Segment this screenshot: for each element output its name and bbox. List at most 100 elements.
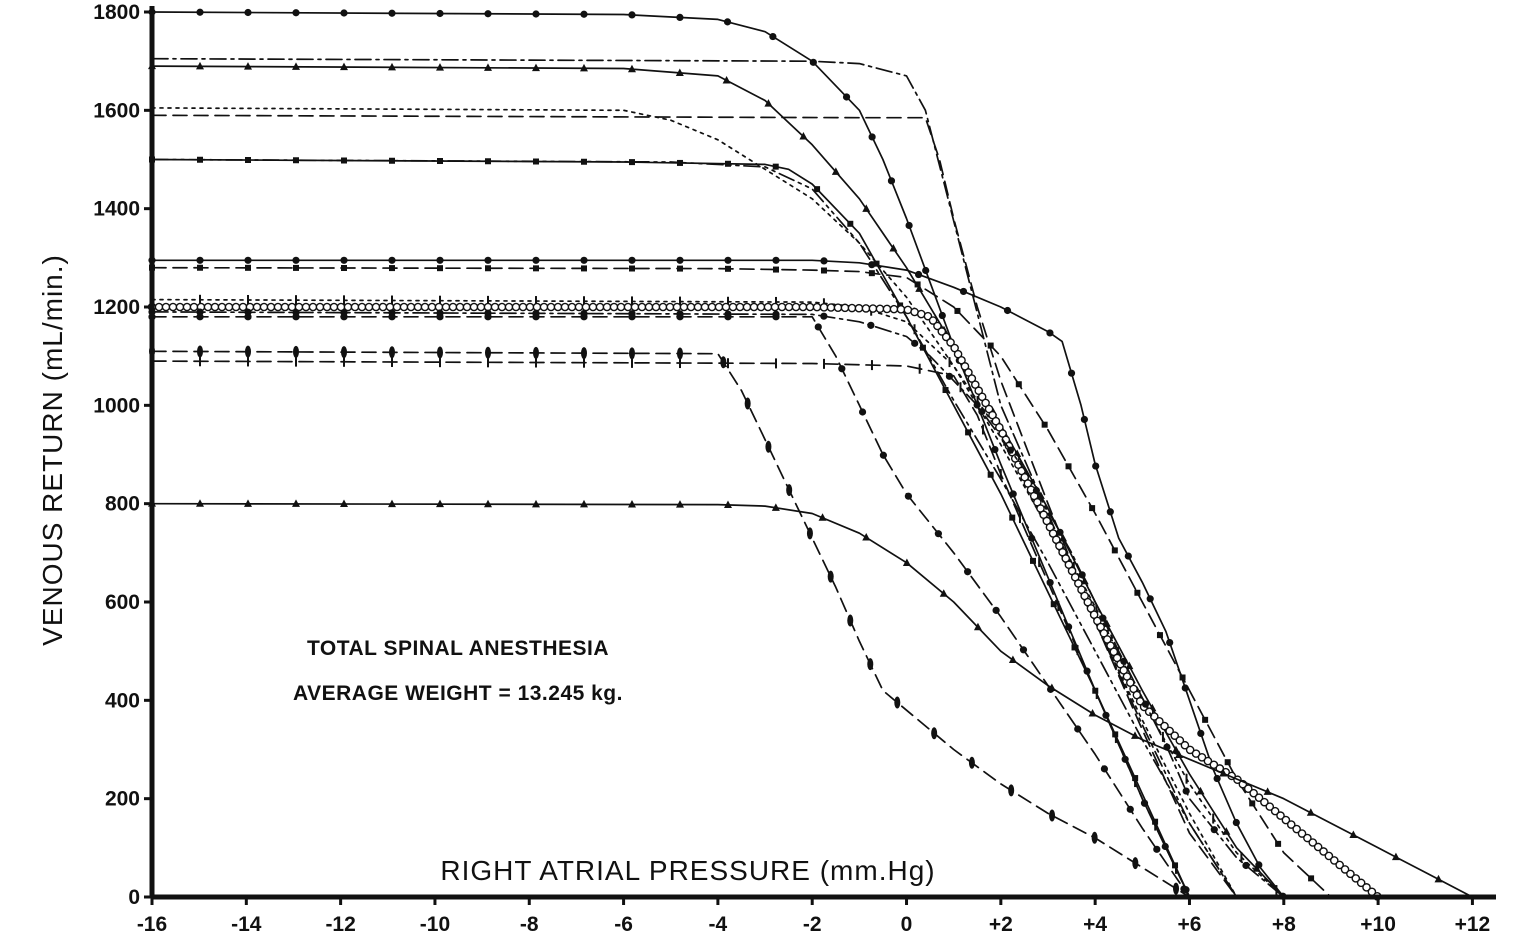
series-marker bbox=[161, 302, 171, 312]
series-marker bbox=[968, 756, 975, 769]
series-marker bbox=[1335, 860, 1344, 870]
series-marker bbox=[1196, 786, 1205, 795]
series-marker bbox=[915, 284, 924, 292]
series-marker bbox=[1276, 811, 1285, 820]
series-marker bbox=[1306, 808, 1315, 816]
series-marker bbox=[1160, 721, 1169, 731]
series-marker bbox=[847, 614, 854, 627]
series-marker bbox=[959, 287, 968, 296]
series-marker bbox=[627, 64, 636, 73]
y-tick-label: 1200 bbox=[93, 296, 140, 319]
series-marker bbox=[483, 302, 493, 312]
series-marker bbox=[387, 62, 396, 71]
series-marker bbox=[154, 302, 164, 312]
series-marker bbox=[772, 266, 779, 273]
series-marker bbox=[628, 347, 635, 360]
series-marker bbox=[532, 10, 540, 18]
series-marker bbox=[868, 133, 876, 141]
series-line bbox=[151, 298, 1285, 898]
series-marker bbox=[623, 302, 633, 312]
series-marker bbox=[388, 265, 395, 272]
y-axis-title: VENOUS RETURN (mL/min.) bbox=[37, 254, 68, 646]
series-marker bbox=[820, 312, 828, 320]
series-marker bbox=[1065, 463, 1072, 470]
series-marker bbox=[602, 302, 612, 312]
series-marker bbox=[1313, 842, 1323, 852]
series-marker bbox=[1434, 874, 1443, 883]
series-marker bbox=[1324, 851, 1334, 861]
series-marker bbox=[873, 260, 880, 267]
series-13 bbox=[149, 345, 1191, 898]
series-marker bbox=[315, 302, 325, 312]
series-marker bbox=[818, 513, 827, 521]
y-tick-label: 800 bbox=[105, 493, 140, 516]
series-0 bbox=[148, 8, 1191, 898]
series-marker bbox=[742, 302, 752, 312]
series-marker bbox=[992, 606, 1000, 614]
series-marker bbox=[1243, 784, 1253, 793]
series-marker bbox=[1319, 847, 1328, 856]
series-marker bbox=[867, 658, 874, 671]
series-marker bbox=[1047, 683, 1056, 692]
series-marker bbox=[1120, 657, 1128, 665]
series-marker bbox=[1134, 589, 1141, 596]
series-marker bbox=[196, 256, 204, 264]
series-marker bbox=[1265, 802, 1275, 811]
series-marker bbox=[831, 167, 840, 175]
series-line bbox=[151, 11, 1191, 898]
series-marker bbox=[484, 265, 491, 272]
series-marker bbox=[724, 265, 731, 272]
x-tick-label: -2 bbox=[803, 913, 822, 936]
series-marker bbox=[882, 304, 892, 314]
series-marker bbox=[580, 10, 588, 18]
series-line bbox=[151, 315, 1191, 898]
x-tick-label: +6 bbox=[1177, 913, 1201, 936]
series-marker bbox=[1213, 774, 1221, 783]
series-marker bbox=[777, 302, 787, 312]
x-tick-label: -8 bbox=[520, 913, 539, 936]
series-marker bbox=[427, 302, 437, 312]
series-marker bbox=[484, 10, 492, 18]
series-marker bbox=[388, 256, 396, 264]
series-marker bbox=[490, 302, 500, 312]
series-marker bbox=[791, 302, 801, 312]
series-marker bbox=[462, 302, 472, 312]
series-marker bbox=[175, 302, 185, 312]
series-marker bbox=[322, 302, 332, 312]
series-marker bbox=[1351, 874, 1361, 883]
series-marker bbox=[772, 256, 780, 264]
series-marker bbox=[672, 302, 682, 312]
series-marker bbox=[905, 221, 913, 230]
series-marker bbox=[329, 302, 339, 312]
series-marker bbox=[772, 163, 779, 170]
series-marker bbox=[195, 61, 204, 70]
series-marker bbox=[728, 302, 738, 312]
series-marker bbox=[922, 266, 930, 275]
series-marker bbox=[1249, 800, 1256, 807]
x-tick-label: -16 bbox=[137, 913, 167, 936]
series-marker bbox=[1056, 528, 1064, 536]
x-tick-label: +4 bbox=[1083, 913, 1107, 936]
series-marker bbox=[1126, 805, 1134, 813]
series-marker bbox=[579, 499, 588, 508]
series-marker bbox=[580, 158, 587, 165]
series-marker bbox=[847, 220, 854, 227]
series-marker bbox=[434, 302, 444, 312]
series-marker bbox=[939, 589, 948, 597]
series-marker bbox=[581, 302, 591, 312]
series-marker bbox=[196, 264, 203, 271]
series-marker bbox=[833, 303, 843, 312]
series-marker bbox=[266, 302, 276, 312]
series-marker bbox=[721, 302, 731, 312]
series-marker bbox=[771, 503, 780, 511]
y-tick-label: 1000 bbox=[93, 394, 140, 417]
series-marker bbox=[1181, 684, 1189, 692]
series-marker bbox=[1308, 838, 1318, 847]
series-marker bbox=[580, 256, 588, 264]
series-marker bbox=[388, 9, 396, 17]
series-marker bbox=[1032, 486, 1041, 495]
y-tick-label: 400 bbox=[105, 689, 140, 712]
series-marker bbox=[1202, 716, 1209, 723]
series-marker bbox=[934, 530, 942, 538]
series-marker bbox=[763, 302, 773, 312]
